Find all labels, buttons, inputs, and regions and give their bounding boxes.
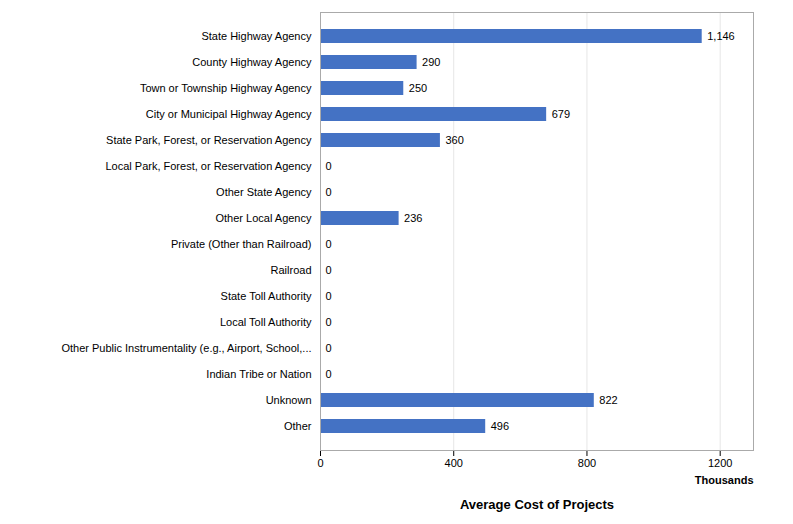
svg-text:Thousands: Thousands	[695, 474, 754, 486]
svg-text:0: 0	[326, 186, 332, 198]
svg-text:Other Local Agency: Other Local Agency	[215, 212, 312, 224]
svg-text:State Highway Agency: State Highway Agency	[201, 30, 312, 42]
svg-text:Unknown: Unknown	[266, 394, 312, 406]
svg-text:400: 400	[445, 457, 463, 469]
svg-text:360: 360	[445, 134, 463, 146]
svg-text:0: 0	[326, 160, 332, 172]
svg-text:State Toll Authority: State Toll Authority	[221, 290, 312, 302]
svg-text:679: 679	[552, 108, 570, 120]
svg-text:Private (Other than Railroad): Private (Other than Railroad)	[171, 238, 312, 250]
svg-text:0: 0	[326, 316, 332, 328]
svg-text:City or Municipal Highway Agen: City or Municipal Highway Agency	[146, 108, 312, 120]
svg-text:0: 0	[317, 457, 323, 469]
svg-text:Average Cost of Projects: Average Cost of Projects	[460, 497, 614, 512]
svg-text:Town or Township Highway Agenc: Town or Township Highway Agency	[140, 82, 312, 94]
svg-text:0: 0	[326, 368, 332, 380]
svg-text:1,146: 1,146	[707, 30, 735, 42]
svg-text:Local Toll Authority: Local Toll Authority	[220, 316, 312, 328]
svg-text:822: 822	[599, 394, 617, 406]
svg-text:800: 800	[578, 457, 596, 469]
svg-text:0: 0	[326, 238, 332, 250]
svg-text:Local Park, Forest, or Reserva: Local Park, Forest, or Reservation Agenc…	[105, 160, 312, 172]
svg-text:Other State Agency: Other State Agency	[216, 186, 312, 198]
svg-text:State Park, Forest, or Reserva: State Park, Forest, or Reservation Agenc…	[106, 134, 312, 146]
svg-text:Other: Other	[284, 420, 312, 432]
svg-text:1200: 1200	[708, 457, 732, 469]
svg-text:0: 0	[326, 264, 332, 276]
svg-text:0: 0	[326, 290, 332, 302]
svg-text:236: 236	[404, 212, 422, 224]
svg-text:250: 250	[409, 82, 427, 94]
svg-text:County Highway Agency: County Highway Agency	[192, 56, 312, 68]
svg-text:496: 496	[491, 420, 509, 432]
svg-text:290: 290	[422, 56, 440, 68]
svg-text:0: 0	[326, 342, 332, 354]
svg-text:Railroad: Railroad	[271, 264, 312, 276]
svg-text:Other Public Instrumentality (: Other Public Instrumentality (e.g., Airp…	[61, 342, 311, 354]
svg-text:Indian Tribe or Nation: Indian Tribe or Nation	[206, 368, 311, 380]
